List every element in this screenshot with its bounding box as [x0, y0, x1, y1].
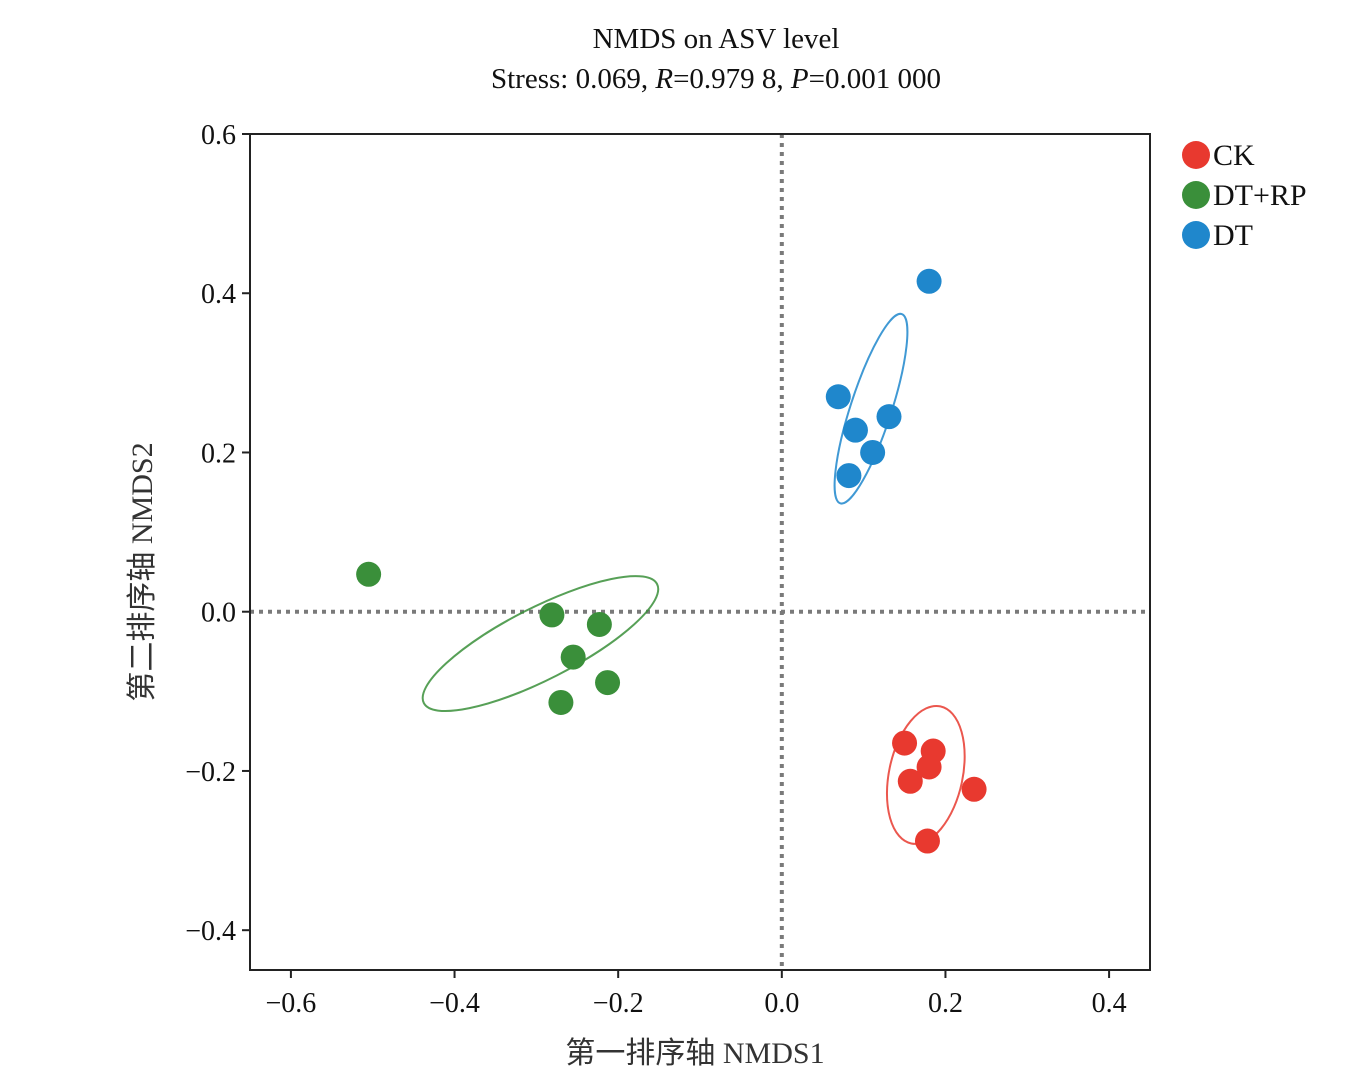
point-dt-rp [560, 644, 586, 670]
point-dt-rp [586, 611, 612, 637]
point-dt [876, 404, 902, 430]
point-ck [914, 828, 940, 854]
chart-subtitle: Stress: 0.069, R=0.979 8, P=0.001 000 [491, 63, 941, 95]
ellipse-dt-rp [421, 575, 660, 713]
point-ck [892, 730, 918, 756]
y-tick-label: −0.4 [185, 916, 236, 947]
point-dt [842, 417, 868, 443]
y-axis-label: 第二排序轴 NMDS2 [126, 442, 159, 701]
point-ck [897, 768, 923, 794]
reference-lines [250, 134, 1150, 970]
plot-frame [249, 133, 1151, 971]
legend-marker-dt [1182, 221, 1210, 249]
y-tick-label: 0.2 [201, 438, 236, 469]
chart-title: NMDS on ASV level [593, 23, 840, 55]
y-tick-label: 0.0 [201, 598, 236, 629]
legend-marker-dt-rp [1182, 181, 1210, 209]
x-tick-label: −0.6 [266, 988, 317, 1019]
point-ck [916, 754, 942, 780]
point-dt [916, 268, 942, 294]
confidence-ellipses [421, 312, 966, 845]
x-tick-label: −0.2 [593, 988, 644, 1019]
legend-label-ck: CK [1213, 139, 1255, 172]
point-dt [836, 463, 862, 489]
point-dt-rp [548, 689, 574, 715]
legend-label-dt-rp: DT+RP [1213, 179, 1307, 212]
legend-marker-ck [1182, 141, 1210, 169]
data-points [356, 268, 987, 854]
y-tick-label: 0.4 [201, 279, 236, 310]
x-axis-ticks: −0.6 −0.4 −0.2 0.0 0.2 0.4 [266, 970, 1127, 1019]
point-dt [860, 439, 886, 465]
y-tick-label: −0.2 [185, 757, 236, 788]
y-tick-label: 0.6 [201, 120, 236, 151]
x-axis-label: 第一排序轴 NMDS1 [565, 1037, 824, 1070]
point-dt-rp [595, 670, 621, 696]
x-tick-label: 0.0 [764, 988, 799, 1019]
x-tick-label: −0.4 [429, 988, 480, 1019]
point-dt-rp [356, 561, 382, 587]
ellipse-ck [885, 704, 966, 845]
point-dt-rp [539, 602, 565, 628]
y-axis-ticks: −0.4 −0.2 0.0 0.2 0.4 0.6 [185, 120, 250, 947]
legend-label-dt: DT [1213, 219, 1253, 252]
legend: CK DT+RP DT [1182, 139, 1307, 252]
point-ck [961, 776, 987, 802]
x-tick-label: 0.4 [1092, 988, 1127, 1019]
x-tick-label: 0.2 [928, 988, 963, 1019]
point-dt [825, 384, 851, 410]
